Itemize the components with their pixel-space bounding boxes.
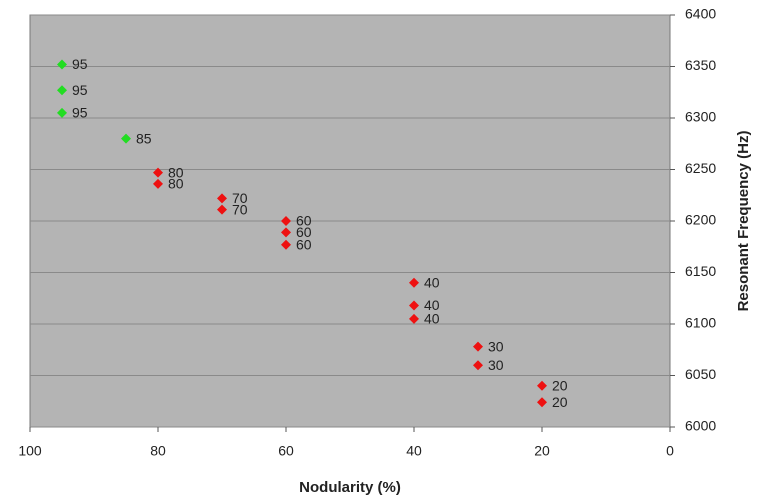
point-label: 30	[488, 338, 504, 354]
x-tick-label: 60	[278, 443, 294, 459]
point-label: 95	[72, 82, 88, 98]
point-label: 95	[72, 56, 88, 72]
point-label: 80	[168, 176, 184, 192]
point	[409, 277, 419, 288]
point	[153, 178, 163, 189]
x-tick-label: 20	[534, 443, 550, 459]
y-tick-label: 6300	[685, 109, 716, 125]
x-tick-label: 80	[150, 443, 166, 459]
point-label: 70	[232, 201, 248, 217]
point-label: 20	[552, 394, 568, 410]
point	[409, 300, 419, 311]
x-tick-label: 0	[666, 443, 674, 459]
y-tick-label: 6250	[685, 160, 716, 176]
point	[409, 313, 419, 324]
point-label: 40	[424, 275, 440, 291]
point	[217, 204, 227, 215]
y-tick-label: 6050	[685, 366, 716, 382]
point-label: 20	[552, 378, 568, 394]
point	[281, 227, 291, 238]
point-label: 40	[424, 311, 440, 327]
point	[473, 341, 483, 352]
point	[153, 167, 163, 178]
point-label: 40	[424, 297, 440, 313]
point	[57, 59, 67, 70]
point	[537, 397, 547, 408]
y-tick-label: 6100	[685, 315, 716, 331]
y-tick-label: 6000	[685, 418, 716, 434]
point-label: 85	[136, 130, 152, 146]
point	[281, 239, 291, 250]
point-label: 80	[168, 164, 184, 180]
y-axis-title: Resonant Frequency (Hz)	[735, 131, 752, 312]
point	[121, 133, 131, 144]
x-tick-label: 100	[18, 443, 42, 459]
point-label: 30	[488, 357, 504, 373]
y-tick-label: 6150	[685, 263, 716, 279]
y-tick-label: 6350	[685, 57, 716, 73]
point	[281, 216, 291, 226]
x-axis-title: Nodularity (%)	[299, 479, 401, 496]
point	[217, 193, 227, 204]
point	[57, 85, 67, 96]
point-label: 60	[296, 236, 312, 252]
point	[473, 360, 483, 371]
y-tick-label: 6200	[685, 212, 716, 228]
point	[57, 107, 67, 118]
point-label: 60	[296, 213, 312, 229]
x-tick-label: 40	[406, 443, 422, 459]
point-label: 70	[232, 190, 248, 206]
point-label: 95	[72, 105, 88, 121]
y-tick-label: 6400	[685, 6, 716, 22]
point	[537, 380, 547, 391]
point-label: 60	[296, 224, 312, 240]
